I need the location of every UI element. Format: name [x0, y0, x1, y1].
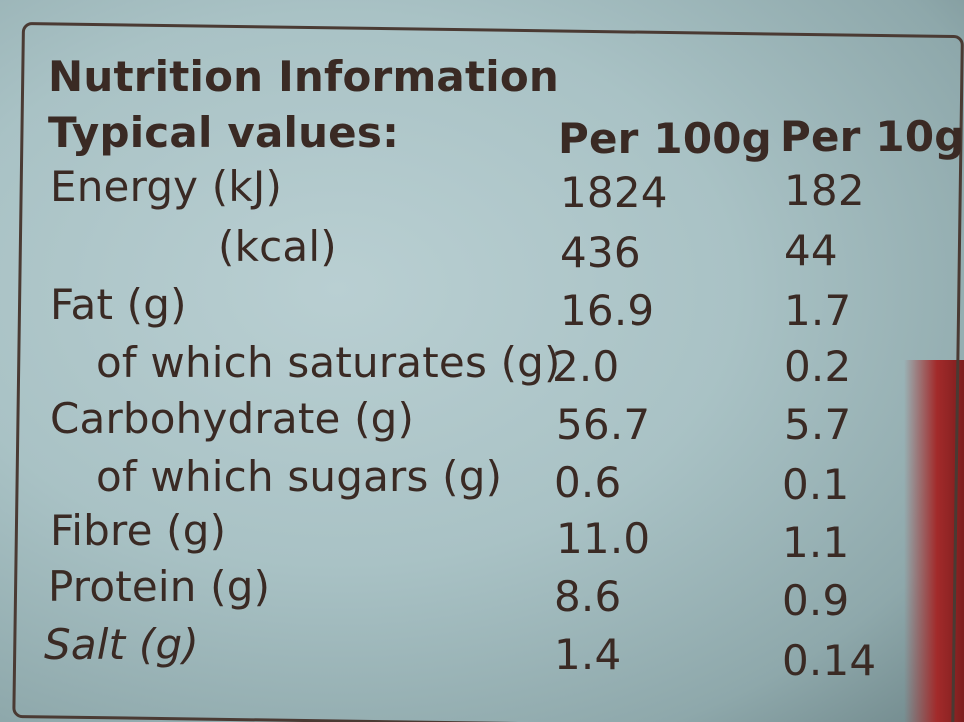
row-value-saturates-100g: 2.0 — [552, 342, 620, 391]
row-value-fibre-100g: 11.0 — [556, 514, 651, 563]
row-label-saturates: of which saturates (g) — [96, 338, 561, 387]
row-label-energy-kcal: (kcal) — [218, 222, 337, 271]
row-value-salt-10g: 0.14 — [782, 636, 877, 685]
row-label-carbohydrate: Carbohydrate (g) — [50, 394, 415, 443]
row-value-fat-100g: 16.9 — [560, 286, 655, 335]
row-value-carbohydrate-100g: 56.7 — [556, 400, 651, 449]
row-label-fibre: Fibre (g) — [50, 506, 227, 555]
row-value-salt-100g: 1.4 — [554, 630, 622, 679]
row-value-saturates-10g: 0.2 — [784, 342, 852, 391]
red-packaging-edge — [904, 360, 964, 722]
row-value-carbohydrate-10g: 5.7 — [784, 400, 852, 449]
row-value-energy-kcal-100g: 436 — [560, 228, 641, 277]
row-label-fat: Fat (g) — [50, 280, 187, 329]
row-value-sugars-10g: 0.1 — [782, 460, 850, 509]
row-value-sugars-100g: 0.6 — [554, 458, 622, 507]
row-value-protein-100g: 8.6 — [554, 572, 622, 621]
row-value-protein-10g: 0.9 — [782, 576, 850, 625]
row-value-energy-kj-100g: 1824 — [560, 168, 668, 217]
header-per-100g: Per 100g — [558, 114, 772, 163]
row-value-fat-10g: 1.7 — [784, 286, 852, 335]
row-value-fibre-10g: 1.1 — [782, 518, 850, 567]
row-label-salt: Salt (g) — [44, 620, 199, 669]
row-label-energy-kj: Energy (kJ) — [50, 162, 283, 211]
row-label-sugars: of which sugars (g) — [96, 452, 503, 501]
row-value-energy-kcal-10g: 44 — [784, 226, 838, 275]
header-per-10g: Per 10g — [780, 112, 964, 161]
nutrition-title: Nutrition Information — [48, 52, 559, 101]
row-label-protein: Protein (g) — [48, 562, 271, 611]
typical-values-label: Typical values: — [48, 108, 400, 157]
row-value-energy-kj-10g: 182 — [784, 166, 865, 215]
